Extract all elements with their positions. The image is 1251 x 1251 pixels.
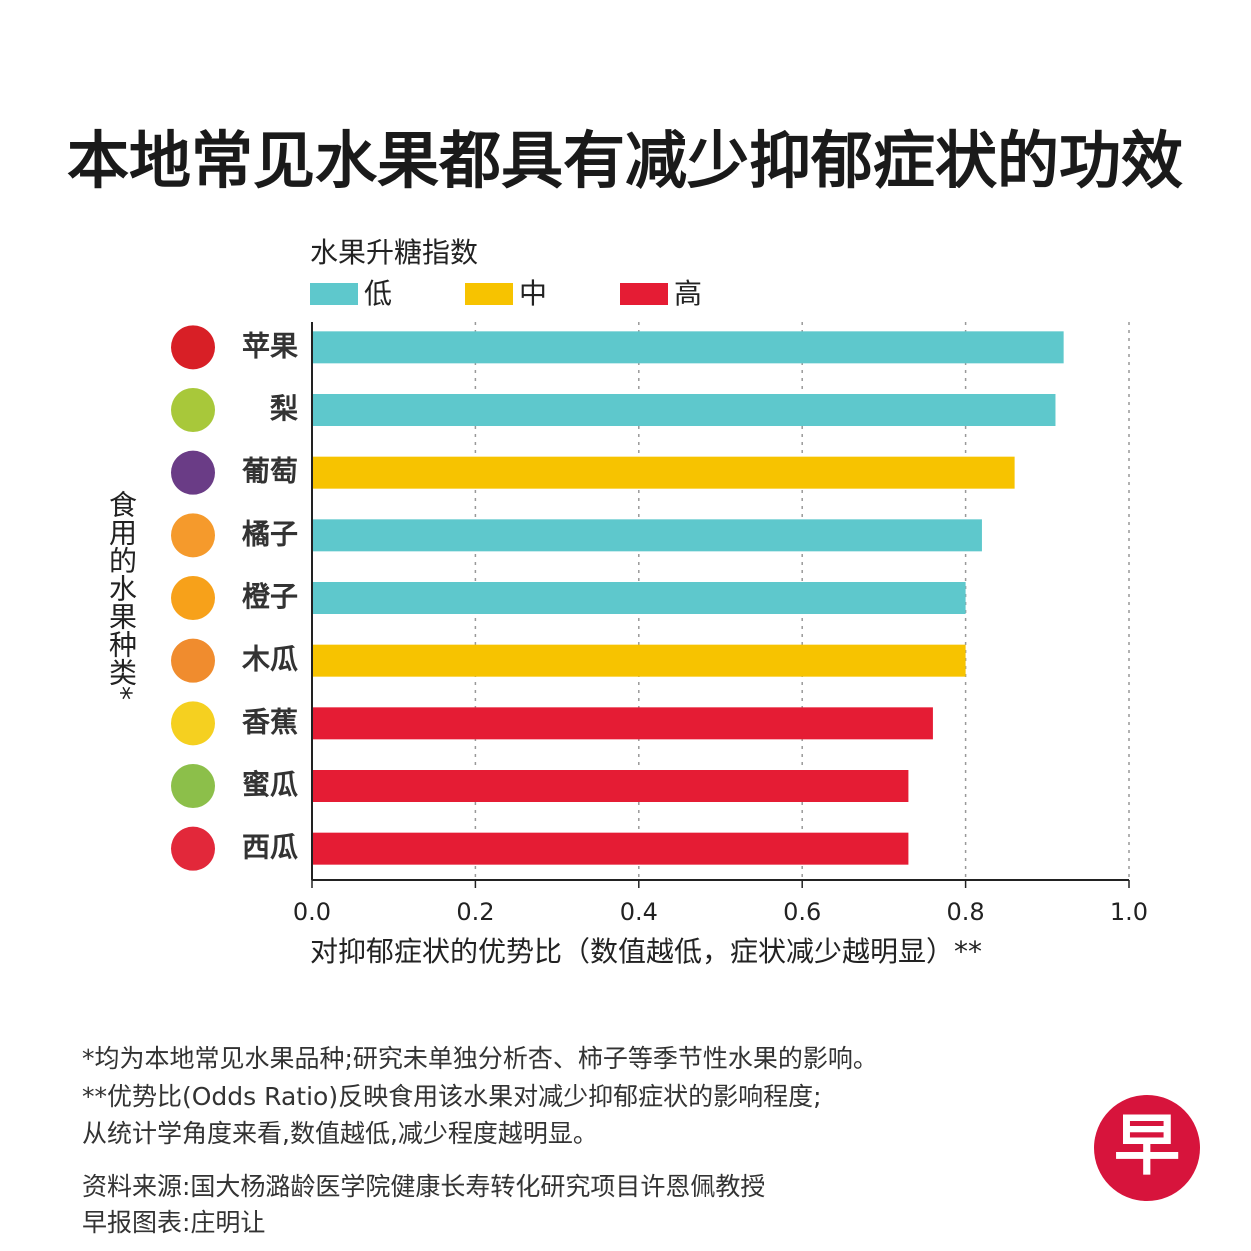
- footnote: **优势比(Odds Ratio)反映食用该水果对减少抑郁症状的影响程度;: [82, 1082, 822, 1111]
- fruit-icon: [171, 450, 215, 495]
- y-tick-label: 葡萄: [242, 455, 298, 488]
- fruit-icon: [171, 826, 215, 871]
- x-tick-label: 0.0: [293, 898, 331, 926]
- bar: [312, 519, 982, 552]
- legend-swatch: [620, 283, 668, 305]
- y-tick-label: 梨: [270, 392, 298, 425]
- y-tick-label: 香蕉: [242, 705, 298, 738]
- fruit-icon: [171, 513, 215, 558]
- credit: 早报图表:庄明让: [82, 1208, 265, 1237]
- y-axis-label: 食用的水果种类*: [105, 490, 138, 700]
- fruit-icon: [171, 638, 215, 683]
- x-tick-label: 0.6: [783, 898, 821, 926]
- logo-badge: [1094, 1095, 1200, 1201]
- legend-label: 中: [519, 277, 547, 310]
- bar: [312, 770, 909, 802]
- y-tick-label: 蜜瓜: [242, 768, 298, 801]
- fruit-icon: [171, 764, 215, 808]
- legend-label: 低: [364, 277, 392, 310]
- y-tick-label: 木瓜: [241, 643, 298, 676]
- y-tick-label: 橙子: [242, 580, 298, 613]
- bar: [312, 582, 966, 614]
- bar: [312, 394, 1056, 426]
- x-axis-label: 对抑郁症状的优势比（数值越低，症状减少越明显）**: [310, 935, 982, 968]
- bar: [312, 456, 1015, 489]
- legend-swatch: [310, 283, 358, 305]
- fruit-icon: [171, 576, 215, 620]
- chart-title: 本地常见水果都具有减少抑郁症状的功效: [67, 124, 1183, 197]
- logo: 早: [1114, 1107, 1180, 1184]
- x-tick-label: 0.8: [947, 898, 985, 926]
- source: 资料来源:国大杨潞龄医学院健康长寿转化研究项目许恩佩教授: [82, 1172, 765, 1201]
- legend-swatch: [465, 283, 513, 305]
- y-tick-label: 西瓜: [242, 831, 298, 864]
- bar: [312, 331, 1064, 364]
- y-tick-label: 橘子: [242, 517, 298, 550]
- x-tick-label: 1.0: [1110, 898, 1148, 926]
- footnote: 从统计学角度来看,数值越低,减少程度越明显。: [82, 1119, 598, 1148]
- footnote: *均为本地常见水果品种;研究未单独分析杏、柿子等季节性水果的影响。: [82, 1044, 878, 1073]
- x-tick-label: 0.2: [456, 898, 494, 926]
- legend-label: 高: [674, 277, 702, 310]
- bar: [312, 644, 966, 677]
- y-tick-label: 苹果: [242, 329, 298, 362]
- x-tick-label: 0.4: [620, 898, 658, 926]
- bar: [312, 707, 933, 740]
- legend-title: 水果升糖指数: [310, 236, 478, 269]
- fruit-icon: [171, 388, 215, 432]
- fruit-icon: [171, 701, 215, 746]
- fruit-icon: [171, 325, 215, 370]
- bar: [312, 832, 909, 865]
